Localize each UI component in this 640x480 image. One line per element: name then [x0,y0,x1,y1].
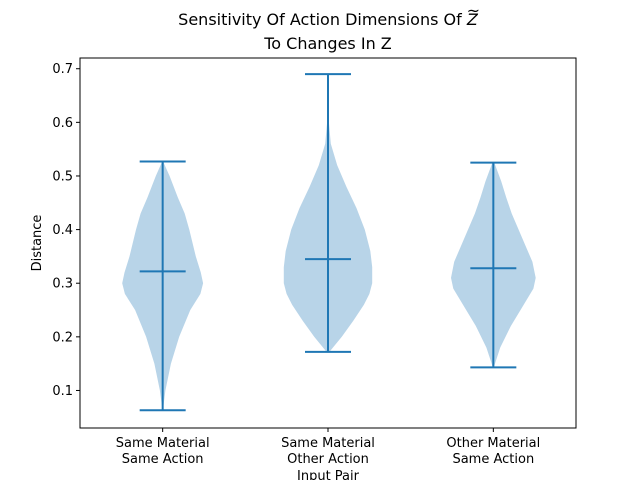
y-tick-label: 0.3 [52,277,73,292]
chart-title-line2: To Changes In Z [263,34,392,53]
x-tick-label: Same Material [281,436,375,451]
y-tick-label: 0.7 [52,62,73,77]
plot-area [122,73,536,412]
chart-title-prefix: Sensitivity Of Action Dimensions Of [178,10,467,29]
y-tick-label: 0.2 [52,330,73,345]
tilde-accent: ~ [467,1,480,20]
x-tick-label: Other Action [287,452,369,467]
y-axis-label: Distance [30,215,45,272]
y-tick-label: 0.5 [52,169,73,184]
x-tick-label: Same Action [452,452,534,467]
x-axis-label: Input Pair [297,469,360,480]
x-tick-label: Same Action [122,452,204,467]
x-tick-label: Same Material [116,436,210,451]
y-tick-label: 0.1 [52,384,73,399]
chart-title-line1: Sensitivity Of Action Dimensions Of Z [178,10,479,29]
chart-title-symbol: Z [466,10,479,29]
y-tick-label: 0.4 [52,223,73,238]
x-tick-label: Other Material [446,436,540,451]
y-tick-label: 0.6 [52,116,73,131]
